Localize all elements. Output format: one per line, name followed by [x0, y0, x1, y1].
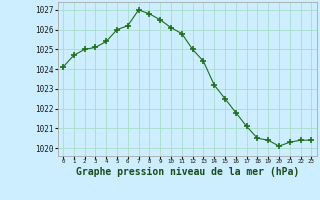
X-axis label: Graphe pression niveau de la mer (hPa): Graphe pression niveau de la mer (hPa)	[76, 167, 299, 177]
